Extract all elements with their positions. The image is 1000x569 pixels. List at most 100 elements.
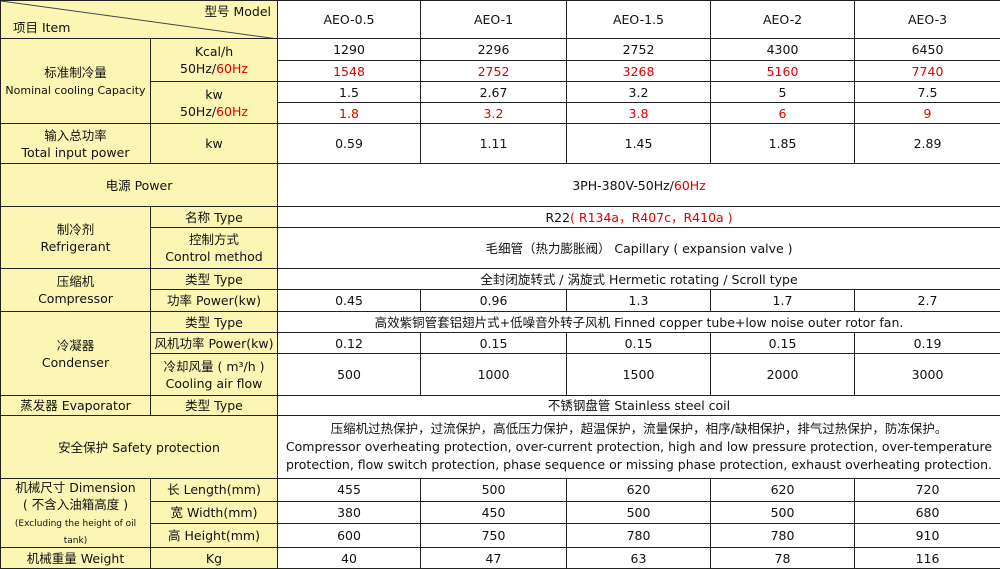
cell: 750 (421, 524, 567, 548)
cell: 2.67 (421, 82, 567, 103)
header-corner: 型号 Model 项目 Item (1, 1, 278, 39)
type-label: 类型 Type (151, 269, 278, 290)
cell: 63 (567, 548, 711, 569)
cell: 1.8 (278, 103, 421, 124)
cell: 720 (855, 479, 1000, 502)
power-label: 功率 Power(kw) (151, 290, 278, 312)
label-3: (Excluding the height of oil tank) (15, 519, 136, 546)
label-en: Refrigerant (40, 239, 110, 254)
power-label: 电源 Power (1, 164, 278, 207)
cell: 780 (567, 524, 711, 548)
cell: 3.8 (567, 103, 711, 124)
cell: 1.85 (711, 124, 855, 164)
cell: 620 (711, 479, 855, 502)
cell: 1290 (278, 39, 421, 61)
label-cn: 控制方式 (189, 232, 239, 247)
fan-label: 风机功率 Power(kw) (151, 333, 278, 354)
cell: 1.11 (421, 124, 567, 164)
label-cn: 输入总功率 (44, 128, 107, 143)
cell: 500 (278, 354, 421, 396)
label-en: Nominal cooling Capacity (5, 84, 145, 97)
cell: 0.12 (278, 333, 421, 354)
cell: 0.45 (278, 290, 421, 312)
cell: 780 (711, 524, 855, 548)
cell: 47 (421, 548, 567, 569)
model-header: AEO-1 (421, 1, 567, 39)
cell: 680 (855, 501, 1000, 524)
compressor-type-value: 全封闭旋转式 / 涡旋式 Hermetic rotating / Scroll … (278, 269, 1000, 290)
cell: 9 (855, 103, 1000, 124)
cell: 5 (711, 82, 855, 103)
label-cn: 冷凝器 (57, 338, 95, 353)
item-label: 项目 Item (13, 19, 70, 36)
cell: 5160 (711, 61, 855, 82)
dimension-label: 机械尺寸 Dimension ( 不含入油箱高度 ) (Excluding the … (1, 479, 151, 548)
hz50: 50Hz/ (180, 104, 216, 119)
evaporator-row: 蒸发器 Evaporator 类型 Type 不锈钢盘管 Stainless s… (1, 396, 1000, 416)
cell: 620 (567, 479, 711, 502)
cell: 500 (711, 501, 855, 524)
cell: 1.7 (711, 290, 855, 312)
header-row: 型号 Model 项目 Item AEO-0.5 AEO-1 AEO-1.5 A… (1, 1, 1000, 39)
label-en: Cooling air flow (166, 376, 263, 391)
label-cn: 冷却风量 ( m³/h ) (164, 359, 265, 374)
refrigerant-label: 制冷剂 Refrigerant (1, 207, 151, 269)
cell: 40 (278, 548, 421, 569)
model-header: AEO-0.5 (278, 1, 421, 39)
condenser-type-value: 高效紫铜管套铝翅片式+低噪音外转子风机 Finned copper tube+l… (278, 312, 1000, 333)
cell: 0.19 (855, 333, 1000, 354)
cell: 3.2 (567, 82, 711, 103)
cell: 0.59 (278, 124, 421, 164)
cell: 4300 (711, 39, 855, 61)
hz60: 60Hz (216, 104, 248, 119)
model-header: AEO-1.5 (567, 1, 711, 39)
type-label: 类型 Type (151, 396, 278, 416)
power-value: 3PH-380V-50Hz/60Hz (278, 164, 1000, 207)
cell: 3.2 (421, 103, 567, 124)
model-label: 型号 Model (204, 3, 271, 20)
label-cn: 压缩机 (57, 274, 95, 289)
type-label: 类型 Type (151, 312, 278, 333)
power-row: 电源 Power 3PH-380V-50Hz/60Hz (1, 164, 1000, 207)
label-en: Compressor (38, 291, 113, 306)
label-1: 机械尺寸 Dimension (15, 480, 135, 495)
cell: 500 (421, 479, 567, 502)
cell: 3000 (855, 354, 1000, 396)
label-2: ( 不含入油箱高度 ) (23, 497, 128, 512)
line-cn: 压缩机过热保护，过流保护，高低压力保护，超温保护，流量保护，相序/缺相保护，排气… (331, 421, 948, 436)
cell: 7.5 (855, 82, 1000, 103)
cell: 1000 (421, 354, 567, 396)
safety-label: 安全保护 Safety protection (1, 416, 278, 479)
evaporator-label: 蒸发器 Evaporator (1, 396, 151, 416)
cell: 1500 (567, 354, 711, 396)
cell: 6 (711, 103, 855, 124)
hz60: 60Hz (216, 61, 248, 76)
cell: 7740 (855, 61, 1000, 82)
weight-label: 机械重量 Weight (1, 548, 151, 569)
cell: 2752 (567, 39, 711, 61)
cell: 500 (567, 501, 711, 524)
cell: 2.7 (855, 290, 1000, 312)
cell: 600 (278, 524, 421, 548)
value: R22 (545, 210, 570, 225)
line-en-2: protection, flow switch protection, phas… (286, 457, 992, 472)
air-label: 冷却风量 ( m³/h ) Cooling air flow (151, 354, 278, 396)
label-cn: 制冷剂 (57, 222, 95, 237)
